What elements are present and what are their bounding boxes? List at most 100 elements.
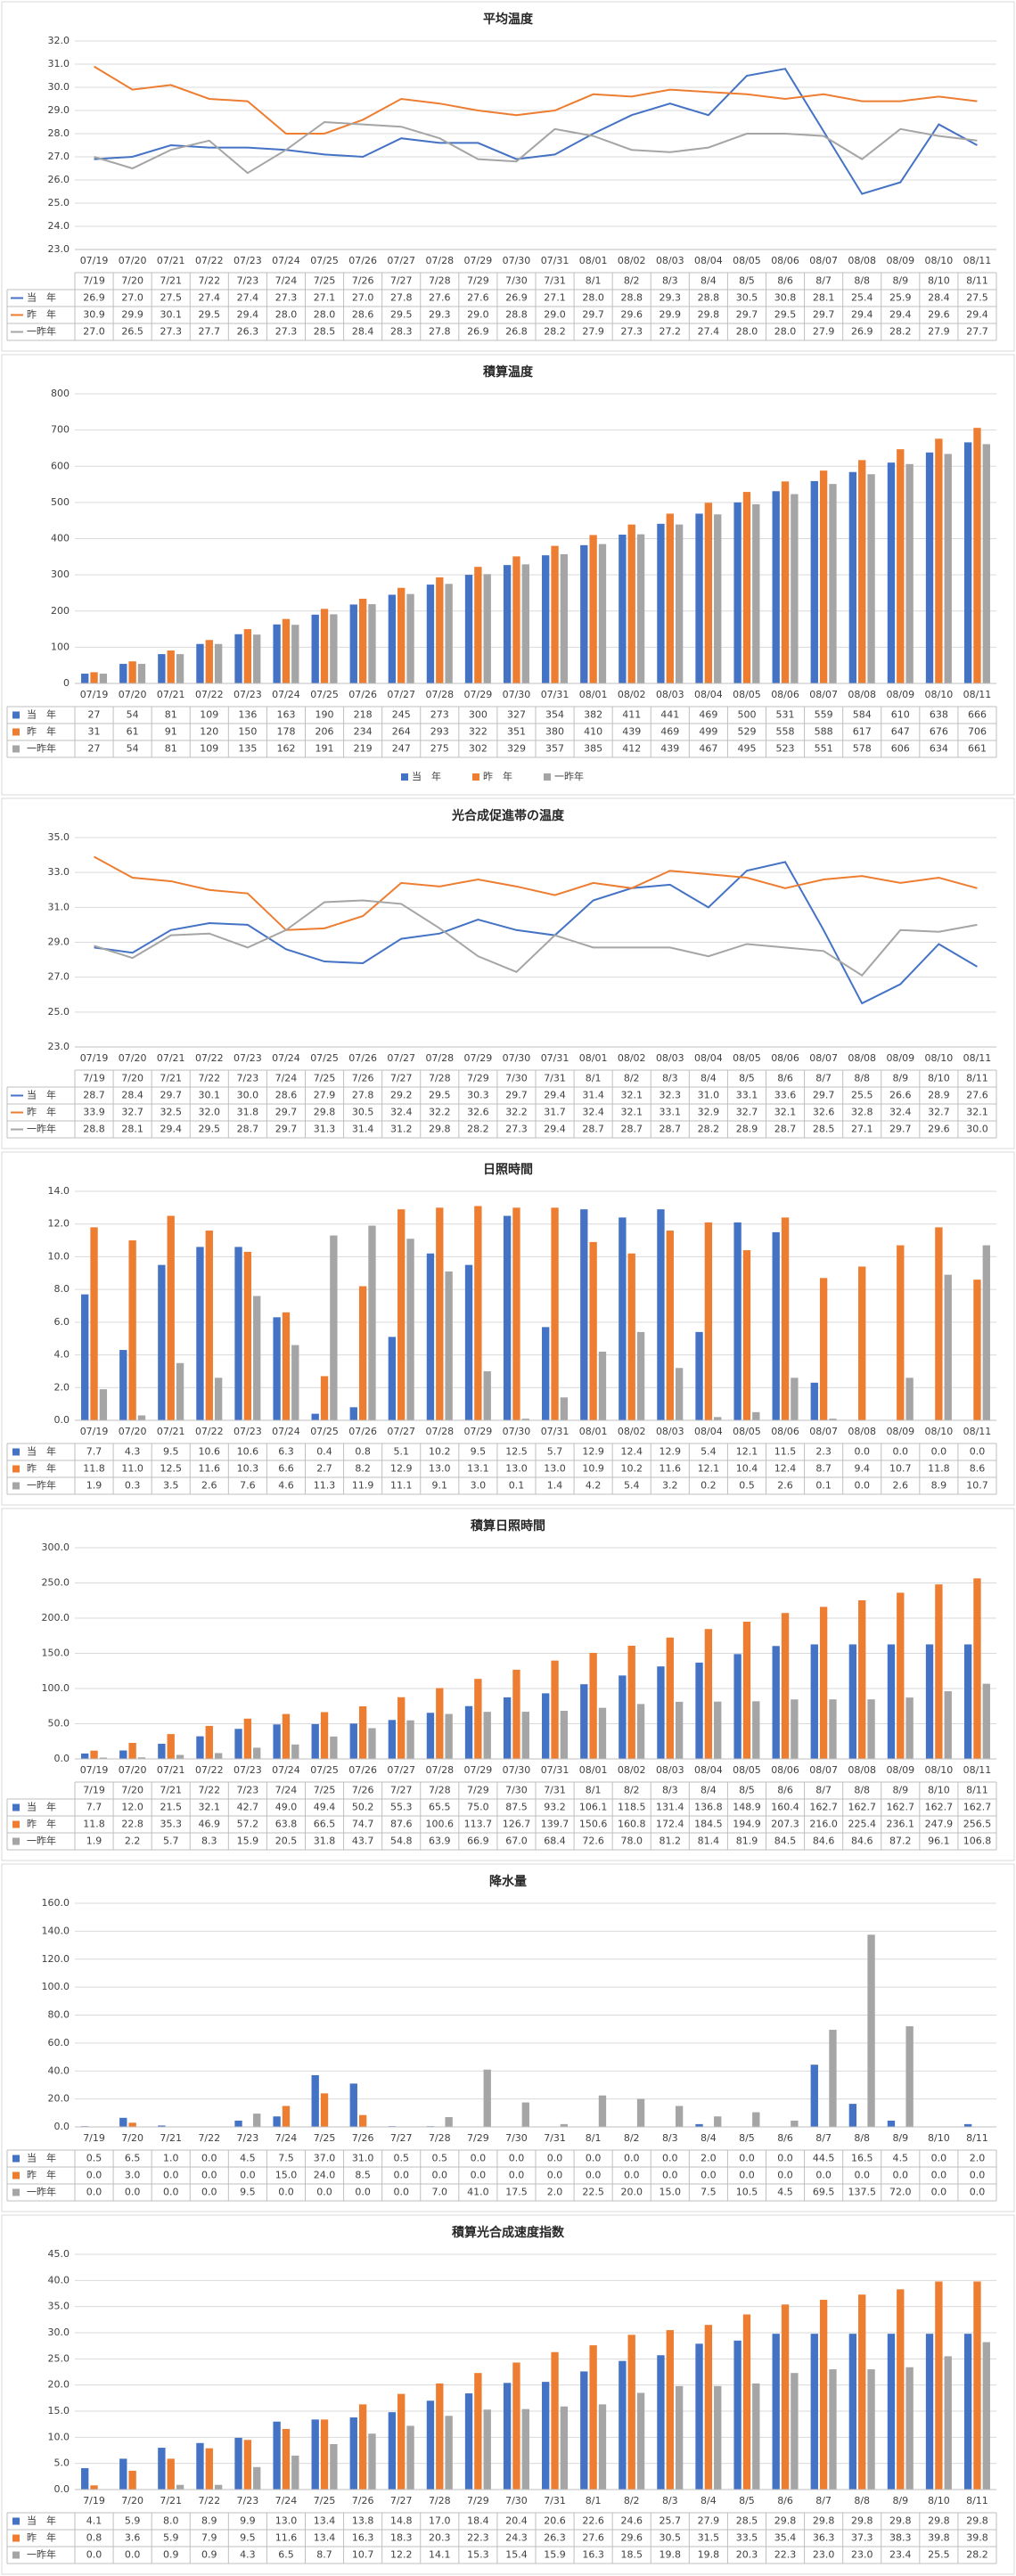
row-label: 昨 年 xyxy=(27,725,56,738)
bar xyxy=(560,2123,569,2127)
x-tick-label: 7/19 xyxy=(83,2495,105,2506)
x-tick-label: 7/22 xyxy=(198,2495,220,2506)
y-tick-label: 0.0 xyxy=(54,1414,70,1426)
bar xyxy=(542,1693,550,1759)
y-tick-label: 120.0 xyxy=(42,1953,70,1965)
table-cell: 35.4 xyxy=(774,2532,797,2544)
table-cell: 2.0 xyxy=(970,2153,986,2164)
table-cell: 25.9 xyxy=(889,292,912,304)
bar xyxy=(196,643,204,683)
bar xyxy=(503,565,512,683)
y-tick-label: 27.0 xyxy=(48,151,70,162)
x-tick-label: 08/03 xyxy=(656,1052,684,1064)
table-header: 8/2 xyxy=(624,275,640,287)
table-cell: 2.3 xyxy=(815,1446,832,1458)
table-cell: 33.5 xyxy=(736,2532,758,2544)
table-cell: 29.6 xyxy=(620,2532,643,2544)
table-cell: 0.0 xyxy=(777,2153,793,2164)
x-tick-label: 7/27 xyxy=(390,2495,413,2506)
x-tick-label: 08/02 xyxy=(618,255,646,266)
bar xyxy=(320,609,329,683)
x-tick-label: 08/06 xyxy=(771,1764,799,1776)
table-cell: 30.8 xyxy=(774,292,797,304)
table-header: 8/4 xyxy=(701,275,717,287)
bar xyxy=(925,1644,934,1759)
table-cell: 24.0 xyxy=(314,2170,336,2181)
table-cell: 584 xyxy=(853,709,872,721)
table-cell: 29.6 xyxy=(928,1124,950,1135)
table-cell: 27.4 xyxy=(698,326,720,338)
table-cell: 27 xyxy=(88,743,101,755)
table-cell: 87.2 xyxy=(889,1836,912,1847)
bar xyxy=(464,1705,473,1759)
x-tick-label: 08/06 xyxy=(771,1426,799,1437)
bar xyxy=(158,2125,166,2127)
chart-title: 積算日照時間 xyxy=(470,1518,545,1533)
legend-key xyxy=(12,2551,20,2559)
table-header: 7/28 xyxy=(429,1073,451,1084)
table-cell: 31.3 xyxy=(314,1124,336,1135)
table-cell: 28.0 xyxy=(582,292,604,304)
bar xyxy=(551,1207,559,1420)
table-cell: 7.7 xyxy=(86,1446,102,1458)
table-cell: 32.4 xyxy=(889,1107,912,1118)
table-cell: 12.9 xyxy=(660,1446,682,1458)
table-cell: 13.8 xyxy=(352,2515,374,2527)
table-cell: 118.5 xyxy=(618,1802,646,1813)
chart-title: 日照時間 xyxy=(483,1162,533,1177)
bar xyxy=(368,1225,376,1420)
x-tick-label: 8/10 xyxy=(928,2495,950,2506)
table-cell: 31.5 xyxy=(698,2532,720,2544)
table-header: 8/10 xyxy=(928,1785,950,1796)
table-cell: 300 xyxy=(469,709,488,721)
table-cell: 39.8 xyxy=(928,2532,950,2544)
bar xyxy=(636,1704,645,1759)
table-cell: 27.8 xyxy=(429,326,451,338)
table-cell: 0.0 xyxy=(893,1446,909,1458)
x-tick-label: 08/07 xyxy=(809,255,838,266)
bar xyxy=(657,1209,665,1420)
table-cell: 28.7 xyxy=(620,1124,643,1135)
table-header: 7/27 xyxy=(390,275,413,287)
bar xyxy=(791,2120,799,2127)
row-label: 一昨年 xyxy=(27,1123,56,1135)
table-cell: 1.9 xyxy=(86,1480,102,1492)
table-cell: 0.0 xyxy=(201,2187,217,2198)
table-cell: 12.4 xyxy=(774,1463,797,1475)
bar xyxy=(205,1231,213,1420)
table-cell: 3.0 xyxy=(471,1480,487,1492)
table-cell: 0.0 xyxy=(854,1446,870,1458)
x-tick-label: 07/27 xyxy=(387,1426,415,1437)
bar xyxy=(905,2026,914,2127)
table-cell: 327 xyxy=(507,709,526,721)
table-cell: 87.5 xyxy=(505,1802,528,1813)
table-cell: 29.8 xyxy=(774,2515,797,2527)
bar xyxy=(695,2123,703,2127)
bar xyxy=(598,1707,607,1759)
bar xyxy=(426,2400,435,2490)
table-header: 8/5 xyxy=(739,275,755,287)
bar xyxy=(483,574,491,683)
table-cell: 27.7 xyxy=(966,326,988,338)
bar xyxy=(627,1645,635,1759)
x-tick-label: 07/28 xyxy=(425,1426,454,1437)
table-cell: 11.9 xyxy=(352,1480,374,1492)
table-cell: 9.4 xyxy=(854,1463,870,1475)
bar xyxy=(742,492,751,683)
x-tick-label: 8/3 xyxy=(662,2495,678,2506)
bar xyxy=(657,2355,665,2490)
table-cell: 29.8 xyxy=(928,2515,950,2527)
x-tick-label: 08/03 xyxy=(656,1426,684,1437)
x-tick-label: 08/06 xyxy=(771,1052,799,1064)
x-tick-label: 07/24 xyxy=(272,1764,300,1776)
x-tick-label: 08/05 xyxy=(733,1764,761,1776)
bar xyxy=(167,1215,175,1420)
table-cell: 109 xyxy=(200,743,218,755)
table-cell: 29.7 xyxy=(275,1124,298,1135)
bar xyxy=(521,564,529,683)
table-cell: 354 xyxy=(545,709,564,721)
x-tick-label: 07/25 xyxy=(310,1764,339,1776)
table-cell: 0.5 xyxy=(393,2153,409,2164)
table-cell: 29.8 xyxy=(429,1124,451,1135)
table-cell: 9.5 xyxy=(240,2532,256,2544)
